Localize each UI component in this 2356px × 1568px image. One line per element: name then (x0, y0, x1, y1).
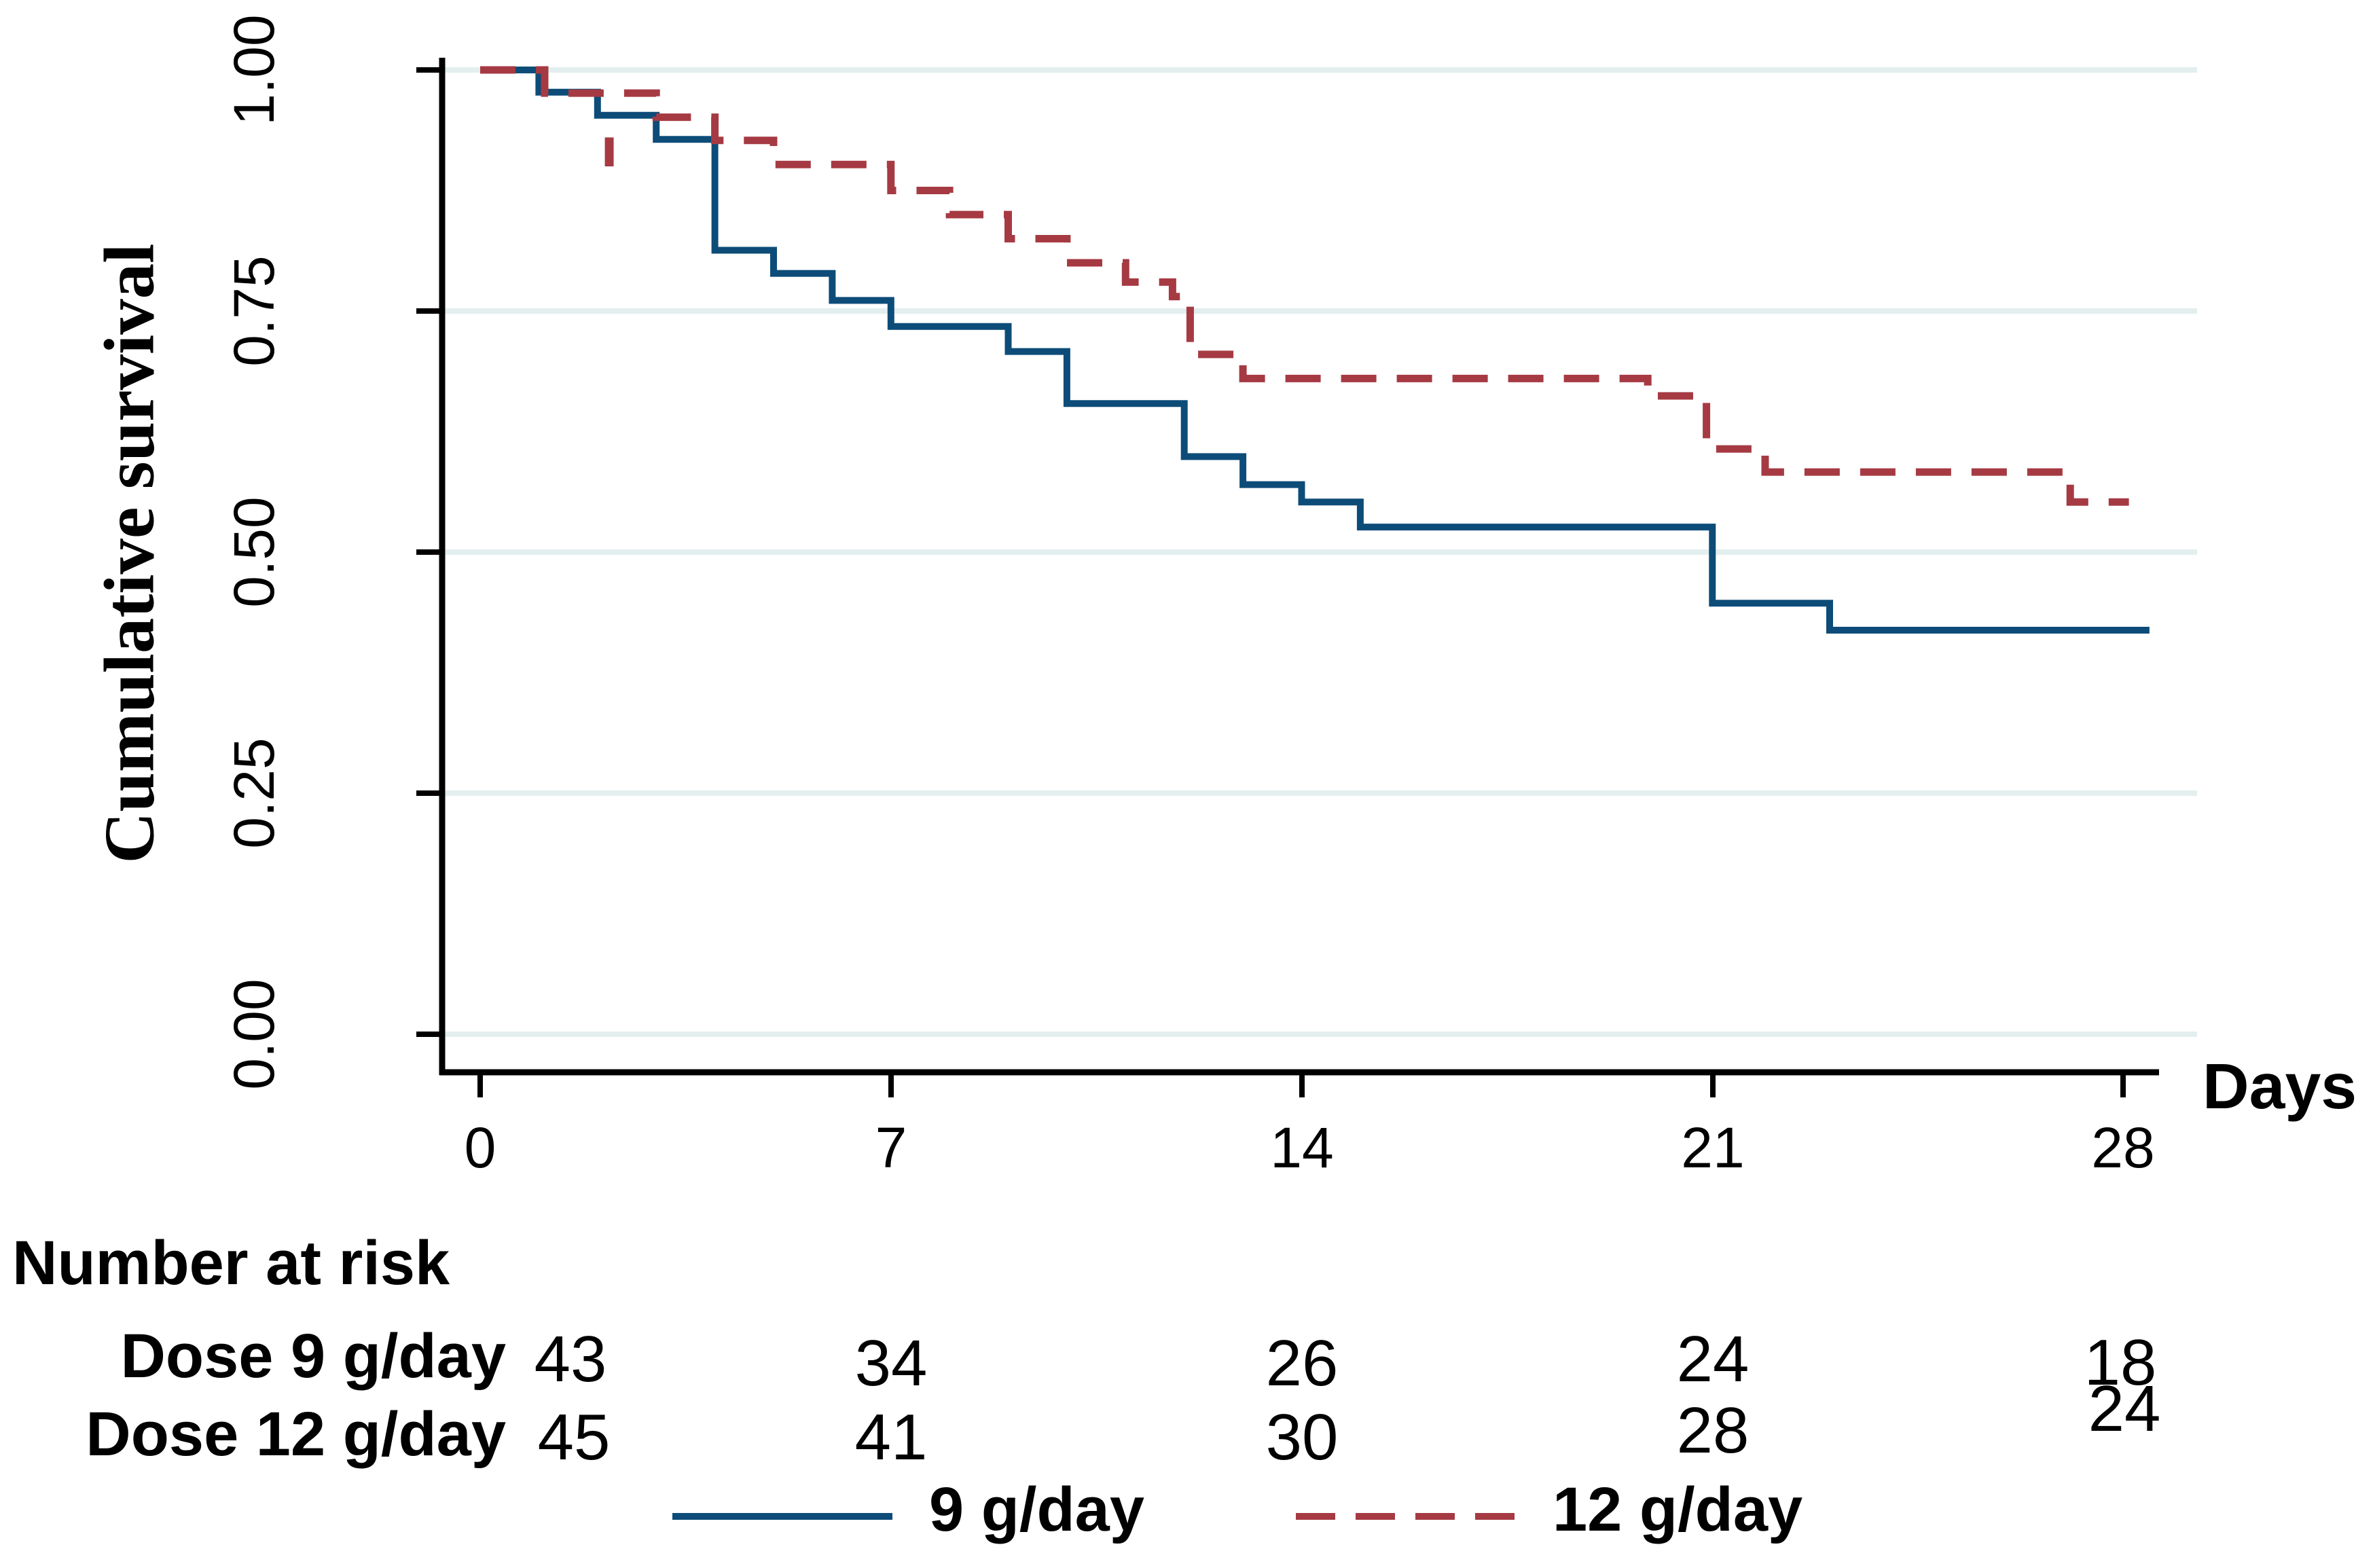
legend-dash (1356, 1513, 1395, 1520)
y-tick-label-0.75: 0.75 (222, 255, 286, 367)
y-tick-label-0.50: 0.50 (222, 496, 286, 608)
risk-value: 45 (537, 1401, 611, 1474)
x-tick-label-28: 28 (2091, 1116, 2155, 1180)
curve-9-g-day (480, 67, 2150, 634)
x-tick-label-14: 14 (1270, 1116, 1334, 1180)
risk-value: 26 (1265, 1327, 1339, 1400)
legend-dash (1415, 1513, 1455, 1520)
legend-label-9gday: 9 g/day (929, 1475, 1145, 1544)
risk-value: 34 (854, 1327, 928, 1400)
y-tick-marks (416, 67, 439, 1037)
axes (439, 58, 2159, 1076)
risk-value: 43 (534, 1323, 607, 1396)
x-tick-label-7: 7 (875, 1116, 907, 1180)
risk-table-title: Number at risk (12, 1228, 450, 1298)
x-tick-marks (477, 1075, 2126, 1097)
y-tick-label-0.25: 0.25 (222, 737, 286, 849)
risk-value: 24 (2088, 1372, 2161, 1445)
gridlines (445, 67, 2197, 1037)
risk-value: 28 (1676, 1394, 1750, 1467)
risk-row-label-9gday: Dose 9 g/day (120, 1321, 506, 1391)
legend-dash (1475, 1513, 1515, 1520)
curve-12-g-day (480, 66, 2129, 506)
risk-value: 24 (1676, 1323, 1750, 1396)
x-axis-title: Days (2203, 1051, 2356, 1123)
legend-swatch-9gday (672, 1513, 892, 1520)
x-tick-label-21: 21 (1681, 1116, 1745, 1180)
legend-swatch-12gday (1296, 1513, 1516, 1520)
survival-curves (480, 66, 2150, 634)
x-tick-label-0: 0 (464, 1116, 496, 1180)
legend-label-12gday: 12 g/day (1553, 1475, 1803, 1544)
y-tick-label-0.00: 0.00 (222, 979, 286, 1090)
y-tick-label-1.00: 1.00 (222, 14, 286, 126)
risk-row-label-12gday: Dose 12 g/day (86, 1400, 506, 1469)
legend-dash (1296, 1513, 1335, 1520)
risk-value: 41 (854, 1401, 928, 1474)
risk-value: 18 (2084, 1326, 2157, 1399)
y-axis-title: Cumulative survival (89, 243, 169, 864)
risk-value: 30 (1265, 1401, 1339, 1474)
